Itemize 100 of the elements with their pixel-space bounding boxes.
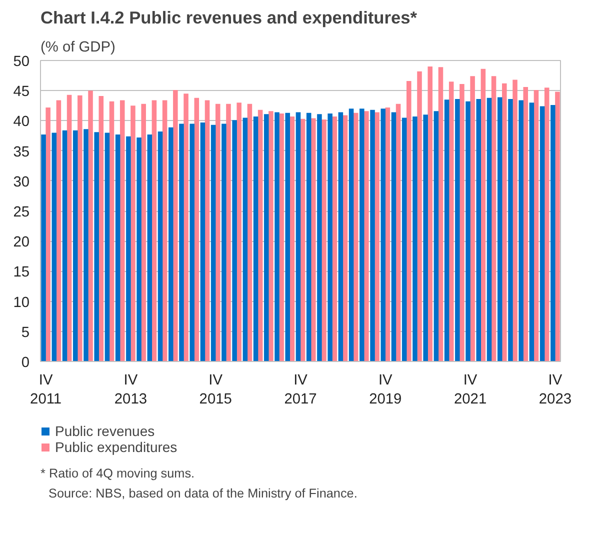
bar [444,100,450,362]
bar [317,114,322,362]
bar [385,107,390,362]
bar [179,124,184,362]
y-tick-label: 5 [21,324,30,341]
bar [534,90,539,362]
bar [226,104,231,362]
bar [152,100,157,362]
x-tick-label: IV 2021 [454,372,487,408]
bar [242,118,248,362]
chart-title: Chart I.4.2 Public revenues and expenditures* [40,8,418,28]
bar [264,114,269,362]
bar [508,99,513,362]
bar [109,101,114,362]
bar [555,92,560,362]
bar [120,100,125,362]
x-tick-label: IV 2011 [30,372,62,408]
bar [84,129,88,362]
source-note: Source: NBS, based on data of the Ministry of Finance. [48,486,358,500]
bar [41,134,46,362]
y-tick-label: 0 [21,355,30,371]
bar [126,136,131,362]
bar [190,124,194,362]
bar [434,111,439,362]
y-tick-label: 10 [13,294,30,311]
bar [184,94,188,362]
bar [104,132,110,362]
bar [529,102,534,362]
bar [306,112,312,362]
bar [210,124,216,362]
bar [46,107,50,362]
bar [141,104,146,362]
bar [523,86,528,362]
bar [448,82,454,362]
bar [296,112,301,362]
bar [52,132,57,362]
bar [502,83,507,362]
bar [406,80,412,362]
bar [412,116,418,362]
y-tick-label: 50 [13,54,30,70]
bar [476,99,482,362]
bar [62,130,68,362]
y-tick-label: 40 [13,114,30,130]
x-tick-label: IV 2019 [369,372,402,408]
bar [136,138,142,362]
bar [200,122,206,362]
bar [274,112,280,362]
bar [173,90,178,362]
bar [168,127,174,362]
y-tick-label: 45 [13,84,30,100]
bar [391,112,396,362]
bar [232,120,237,362]
bar [66,94,72,362]
bar [518,100,524,362]
bar [348,108,354,362]
bar [204,100,210,362]
bar [491,76,496,362]
bar [550,105,556,362]
bar [130,106,136,362]
bar [460,84,464,362]
bar [342,115,348,362]
x-tick-label: IV 2015 [199,372,232,408]
bar [258,110,263,362]
bar [162,100,168,362]
bar [279,113,284,362]
bar [544,88,550,362]
y-tick-label: 20 [13,234,30,251]
bar [268,111,274,362]
bar [247,104,252,362]
bar [364,111,369,362]
y-tick-label: 35 [13,144,30,160]
bar [360,108,364,362]
bar [417,71,422,362]
bar [290,116,295,362]
bar [215,104,220,362]
bar [480,68,486,362]
bar [370,110,375,362]
y-tick-label: 30 [13,174,30,190]
bar [322,119,326,362]
bar [72,130,78,362]
bar [94,132,99,362]
bar [253,116,258,362]
bar [470,76,475,362]
bar [285,112,290,362]
bar [194,98,200,362]
bar [338,112,344,362]
bar [115,134,120,362]
text: * Ratio of 4Q moving sums. [40,466,195,480]
bar [78,95,82,362]
legend-label: Public expenditures [55,439,178,455]
bar [56,100,62,362]
bar [222,124,226,362]
bar [374,112,380,362]
bar [486,98,492,362]
bar [88,90,93,362]
bar [497,97,502,362]
y-tick-label: 15 [13,264,30,281]
bar [396,104,401,362]
bar [300,118,306,362]
bar [236,102,242,362]
